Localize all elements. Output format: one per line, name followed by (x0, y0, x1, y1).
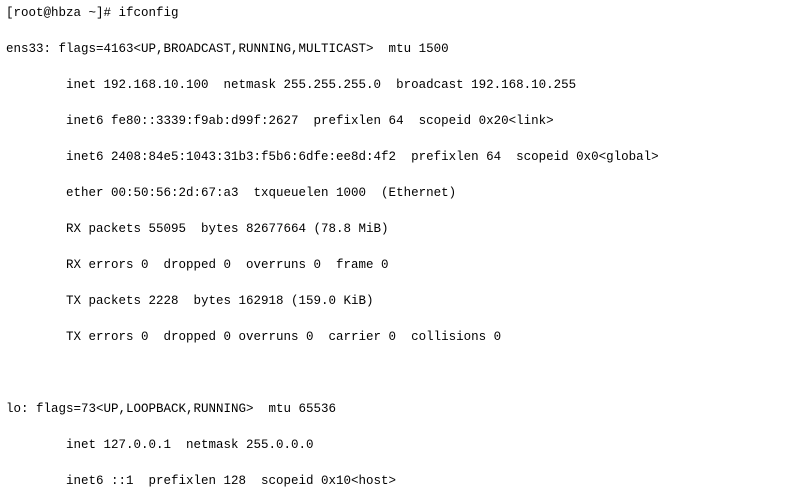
iface-lo-header: lo: flags=73<UP,LOOPBACK,RUNNING> mtu 65… (6, 400, 797, 418)
iface-lo-inet: inet 127.0.0.1 netmask 255.0.0.0 (6, 436, 797, 454)
iface-ens33-tx-packets: TX packets 2228 bytes 162918 (159.0 KiB) (6, 292, 797, 310)
iface-ens33-rx-packets: RX packets 55095 bytes 82677664 (78.8 Mi… (6, 220, 797, 238)
iface-ens33-inet: inet 192.168.10.100 netmask 255.255.255.… (6, 76, 797, 94)
iface-ens33-rx-errors: RX errors 0 dropped 0 overruns 0 frame 0 (6, 256, 797, 274)
terminal-output: [root@hbza ~]# ifconfig ens33: flags=416… (0, 0, 803, 500)
iface-ens33-ether: ether 00:50:56:2d:67:a3 txqueuelen 1000 … (6, 184, 797, 202)
iface-lo-inet6: inet6 ::1 prefixlen 128 scopeid 0x10<hos… (6, 472, 797, 490)
iface-ens33-inet6-global: inet6 2408:84e5:1043:31b3:f5b6:6dfe:ee8d… (6, 148, 797, 166)
iface-ens33-tx-errors: TX errors 0 dropped 0 overruns 0 carrier… (6, 328, 797, 346)
blank-line (6, 364, 797, 382)
iface-ens33-header: ens33: flags=4163<UP,BROADCAST,RUNNING,M… (6, 40, 797, 58)
prompt-line[interactable]: [root@hbza ~]# ifconfig (6, 4, 797, 22)
iface-ens33-inet6-link: inet6 fe80::3339:f9ab:d99f:2627 prefixle… (6, 112, 797, 130)
